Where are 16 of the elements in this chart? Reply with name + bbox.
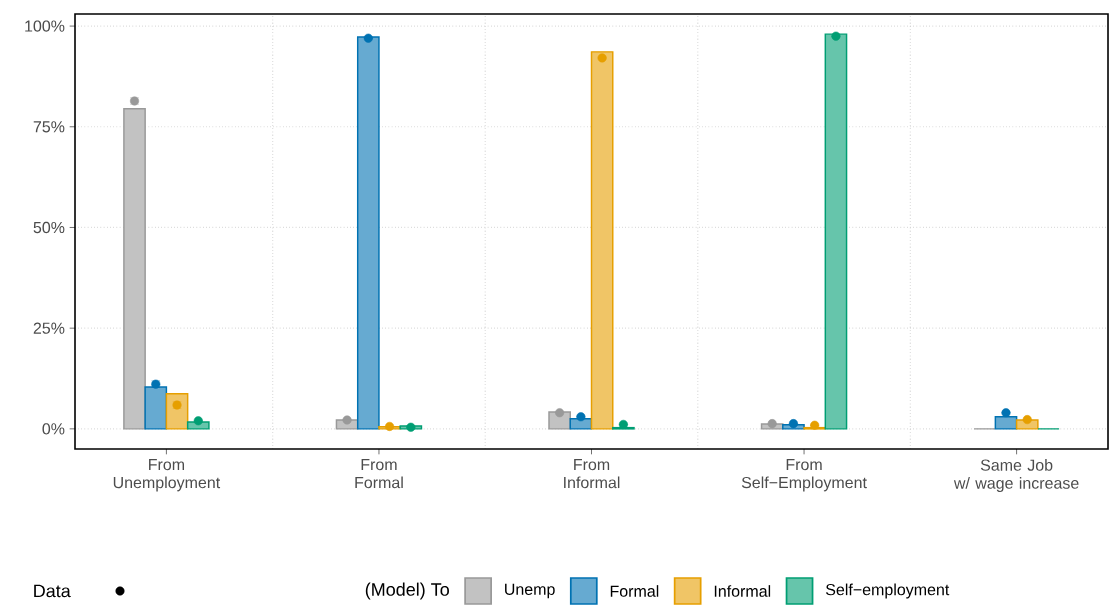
y-tick-label: 100% — [25, 20, 65, 32]
x-tick-label: From Formal — [355, 459, 403, 489]
x-tick-label: Same Job w/ wage increase — [953, 459, 1079, 492]
x-tick-label: From Self−Employment — [741, 459, 867, 492]
x-tick-label: From Unemployment — [113, 459, 221, 492]
legend-label: Unemp — [505, 583, 555, 599]
legend-title: (Model) To — [365, 582, 449, 600]
y-tick-label: 25% — [33, 322, 65, 334]
legend-label: Self−employment — [825, 583, 950, 599]
legend-label: Formal — [610, 585, 659, 597]
y-tick-label: 0% — [42, 423, 65, 435]
x-tick-label: From Informal — [564, 459, 620, 489]
text: Data — [34, 584, 71, 598]
legend-label: Informal — [714, 585, 771, 597]
y-tick-label: 75% — [33, 121, 65, 133]
y-tick-label: 50% — [33, 221, 65, 234]
